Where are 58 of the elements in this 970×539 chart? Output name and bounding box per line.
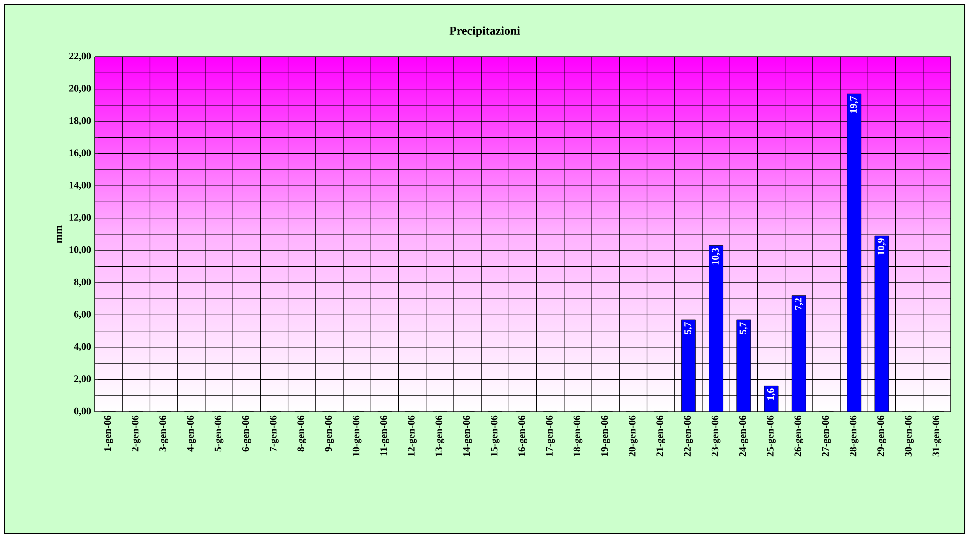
bar [736, 320, 752, 412]
x-tick-label: 12-gen-06 [408, 416, 417, 456]
x-tick-label: 20-gen-06 [629, 416, 638, 457]
x-tick-label: 3-gen-06 [160, 416, 168, 452]
x-tick-label: 22-gen-06 [684, 416, 694, 457]
y-tick-label: 6,00 [74, 311, 92, 320]
y-tick-label: 0,00 [74, 408, 92, 416]
y-tick-label: 4,00 [74, 343, 92, 352]
data-label: 1,6 [767, 388, 776, 400]
x-tick-label: 31-gen-06 [932, 416, 942, 457]
x-tick-label: 1-gen-06 [104, 416, 114, 452]
y-tick-label: 2,00 [74, 376, 92, 384]
x-tick-label: 27-gen-06 [822, 416, 832, 457]
chart-title: Precipitazioni [450, 26, 520, 38]
x-tick-label: 24-gen-06 [740, 416, 748, 457]
x-tick-label: 23-gen-06 [712, 416, 721, 457]
x-tick-label: 17-gen-06 [546, 416, 556, 456]
bar [874, 236, 890, 412]
x-tick-label: 18-gen-06 [574, 416, 583, 456]
y-tick-label: 12,00 [70, 214, 92, 222]
y-axis-title: mm [57, 226, 62, 244]
bar [681, 320, 696, 412]
y-tick-label: 16,00 [70, 150, 92, 158]
bar [847, 94, 862, 412]
x-tick-label: 7-gen-06 [270, 416, 279, 452]
x-tick-label: 8-gen-06 [298, 416, 307, 452]
bar [709, 246, 724, 412]
x-tick-label: 19-gen-06 [601, 416, 610, 456]
data-label: 5,7 [740, 322, 748, 334]
y-tick-label: 8,00 [74, 278, 92, 287]
x-tick-label: 10-gen-06 [352, 416, 362, 456]
x-tick-label: 14-gen-06 [463, 416, 472, 456]
y-tick-label: 18,00 [70, 117, 92, 126]
data-label: 19,7 [850, 96, 858, 113]
x-tick-label: 5-gen-06 [214, 416, 224, 452]
data-label: 7,2 [795, 298, 804, 310]
x-tick-label: 13-gen-06 [436, 416, 445, 456]
data-label: 10,9 [878, 238, 886, 255]
x-tick-label: 26-gen-06 [794, 416, 804, 457]
x-tick-label: 29-gen-06 [878, 416, 886, 457]
x-tick-label: 28-gen-06 [850, 416, 859, 457]
x-tick-label: 9-gen-06 [325, 416, 334, 452]
y-tick-label: 14,00 [70, 182, 92, 190]
x-tick-label: 30-gen-06 [905, 416, 914, 457]
data-label: 10,3 [712, 248, 720, 265]
y-tick-label: 22,00 [69, 52, 92, 62]
y-tick-label: 10,00 [70, 246, 92, 255]
x-tick-label: 15-gen-06 [490, 416, 500, 456]
x-tick-label: 11-gen-06 [380, 416, 390, 456]
y-tick-label: 20,00 [69, 85, 92, 94]
bar [792, 296, 806, 412]
x-tick-label: 4-gen-06 [187, 416, 196, 452]
x-tick-label: 21-gen-06 [656, 416, 666, 457]
x-tick-label: 16-gen-06 [518, 416, 528, 456]
x-tick-label: 6-gen-06 [242, 416, 252, 452]
x-tick-label: 25-gen-06 [767, 416, 776, 457]
x-tick-label: 2-gen-06 [132, 416, 141, 452]
data-label: 5,7 [684, 322, 693, 334]
